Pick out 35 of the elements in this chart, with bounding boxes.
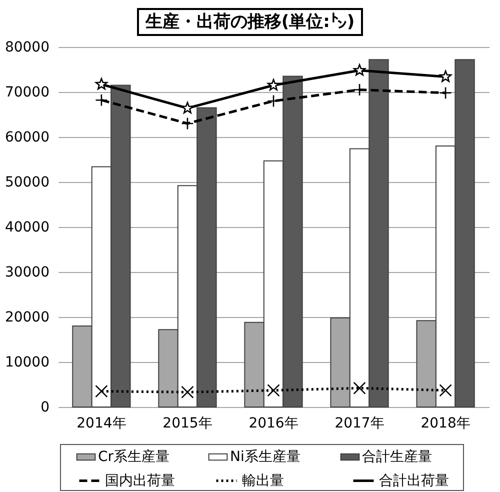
x-tick-label: 2016年 (248, 416, 298, 432)
point (95, 94, 108, 106)
legend-label: 輸出量 (242, 472, 284, 489)
point (267, 78, 280, 91)
point (267, 94, 280, 108)
y-tick-label: 70000 (4, 84, 50, 100)
point (181, 386, 194, 398)
point (95, 384, 108, 398)
y-tick-label: 0 (40, 400, 50, 416)
y-tick-label: 10000 (4, 354, 50, 370)
y-tick-label: 30000 (4, 264, 50, 280)
point (439, 70, 452, 82)
legend-label: 国内出荷量 (105, 472, 175, 489)
point (181, 102, 194, 114)
chart-title: 生産・出荷の推移(単位:㌧) (137, 8, 363, 36)
x-tick-label: 2018年 (420, 416, 470, 432)
point (353, 382, 366, 394)
y-tick-label: 60000 (4, 130, 50, 146)
y-tick-label: 20000 (4, 310, 50, 326)
legend-label: 合計生産量 (362, 449, 432, 465)
point (181, 117, 194, 130)
point (353, 64, 366, 76)
x-tick-label: 2014年 (76, 416, 126, 432)
y-tick-label: 80000 (4, 40, 50, 56)
legend-label: Cr系生産量 (98, 449, 170, 465)
point (439, 86, 452, 100)
legend-label: 合計出荷量 (379, 472, 449, 489)
y-tick-label: 40000 (4, 220, 50, 236)
point (95, 78, 108, 90)
x-tick-label: 2015年 (162, 416, 212, 432)
y-tick-label: 50000 (4, 174, 50, 190)
point (267, 384, 280, 397)
x-tick-label: 2017年 (334, 416, 384, 432)
legend-label: Ni系生産量 (230, 449, 300, 465)
point (439, 384, 452, 397)
